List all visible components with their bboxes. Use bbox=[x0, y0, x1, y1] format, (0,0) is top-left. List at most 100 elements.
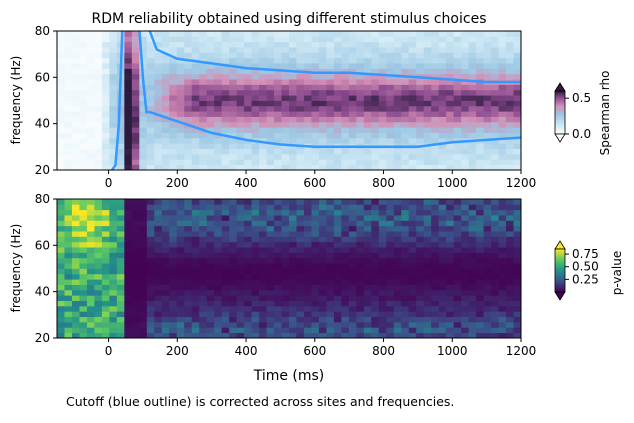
heatmap-cell bbox=[483, 57, 492, 64]
heatmap-cell bbox=[356, 332, 365, 339]
heatmap-cell bbox=[378, 295, 387, 301]
heatmap-cell bbox=[229, 143, 238, 150]
heatmap-cell bbox=[64, 247, 73, 253]
heatmap-cell bbox=[296, 257, 305, 264]
heatmap-cell bbox=[116, 263, 125, 269]
heatmap-cell bbox=[79, 41, 88, 48]
heatmap-cell bbox=[221, 95, 230, 101]
heatmap-cell bbox=[184, 332, 193, 339]
heatmap-cell bbox=[506, 100, 514, 107]
heatmap-cell bbox=[453, 247, 462, 253]
heatmap-cell bbox=[161, 52, 170, 59]
heatmap-cell bbox=[266, 36, 275, 43]
heatmap-cell bbox=[116, 159, 125, 166]
heatmap-cell bbox=[476, 332, 484, 339]
heatmap-cell bbox=[341, 63, 350, 69]
heatmap-cell bbox=[259, 220, 267, 227]
heatmap-cell bbox=[139, 105, 148, 112]
heatmap-cell bbox=[139, 204, 148, 211]
heatmap-cell bbox=[251, 236, 260, 243]
heatmap-cell bbox=[94, 279, 103, 285]
heatmap-cell bbox=[199, 236, 208, 243]
heatmap-cell bbox=[79, 204, 88, 211]
heatmap-cell bbox=[251, 95, 260, 101]
heatmap-cell bbox=[251, 268, 260, 275]
heatmap-cell bbox=[169, 63, 178, 69]
heatmap-cell bbox=[154, 332, 163, 339]
heatmap-cell bbox=[124, 159, 133, 166]
heatmap-cell bbox=[461, 84, 470, 91]
heatmap-cell bbox=[483, 231, 492, 237]
heatmap-cell bbox=[199, 73, 208, 80]
heatmap-cell bbox=[266, 111, 275, 117]
heatmap-cell bbox=[161, 95, 170, 101]
heatmap-cell bbox=[57, 311, 65, 318]
heatmap-cell bbox=[94, 137, 103, 144]
heatmap-cell bbox=[221, 41, 230, 48]
heatmap-cell bbox=[57, 116, 65, 123]
heatmap-cell bbox=[214, 215, 223, 221]
heatmap-cell bbox=[431, 236, 440, 243]
heatmap-cell bbox=[408, 137, 417, 144]
heatmap-cell bbox=[386, 247, 395, 253]
heatmap-cell bbox=[453, 121, 462, 128]
heatmap-cell bbox=[326, 327, 335, 334]
heatmap-cell bbox=[184, 127, 193, 133]
heatmap-cell bbox=[191, 289, 200, 296]
heatmap-cell bbox=[348, 137, 357, 144]
heatmap-cell bbox=[348, 100, 357, 107]
heatmap-cell bbox=[236, 268, 245, 275]
heatmap-cell bbox=[483, 284, 492, 291]
heatmap-cell bbox=[438, 121, 447, 128]
heatmap-cell bbox=[431, 311, 440, 318]
heatmap-cell bbox=[506, 332, 514, 339]
heatmap-cell bbox=[341, 68, 350, 75]
heatmap-cell bbox=[161, 100, 170, 107]
heatmap-cell bbox=[191, 252, 200, 259]
heatmap-cell bbox=[86, 127, 95, 133]
heatmap-cell bbox=[169, 159, 178, 166]
heatmap-cell bbox=[191, 84, 200, 91]
heatmap-cell bbox=[446, 132, 455, 139]
heatmap-cell bbox=[289, 220, 297, 227]
heatmap-cell bbox=[341, 231, 350, 237]
heatmap-cell bbox=[191, 215, 200, 221]
heatmap-cell bbox=[311, 73, 320, 80]
heatmap-cell bbox=[431, 36, 440, 43]
heatmap-cell bbox=[176, 257, 185, 264]
heatmap-cell bbox=[453, 231, 462, 237]
heatmap-cell bbox=[311, 116, 320, 123]
heatmap-cell bbox=[131, 199, 140, 205]
heatmap-cell bbox=[229, 279, 238, 285]
heatmap-cell bbox=[176, 311, 185, 318]
heatmap-cell bbox=[468, 252, 477, 259]
heatmap-cell bbox=[146, 284, 155, 291]
heatmap-cell bbox=[438, 79, 447, 85]
heatmap-cell bbox=[176, 148, 185, 155]
heatmap-cell bbox=[363, 199, 372, 205]
heatmap-cell bbox=[109, 316, 118, 323]
heatmap-cell bbox=[161, 204, 170, 211]
heatmap-cell bbox=[311, 332, 320, 339]
heatmap-cell bbox=[408, 284, 417, 291]
heatmap-cell bbox=[311, 263, 320, 269]
heatmap-cell bbox=[124, 220, 133, 227]
heatmap-cell bbox=[116, 199, 125, 205]
heatmap-cell bbox=[57, 73, 65, 80]
heatmap-cell bbox=[176, 247, 185, 253]
heatmap-cell bbox=[199, 225, 208, 232]
heatmap-cell bbox=[109, 199, 118, 205]
heatmap-cell bbox=[184, 52, 193, 59]
heatmap-cell bbox=[296, 209, 305, 216]
heatmap-cell bbox=[251, 47, 260, 53]
heatmap-cell bbox=[131, 279, 140, 285]
heatmap-cell bbox=[506, 284, 514, 291]
heatmap-cell bbox=[199, 159, 208, 166]
heatmap-cell bbox=[453, 84, 462, 91]
heatmap-cell bbox=[348, 231, 357, 237]
heatmap-cell bbox=[446, 159, 455, 166]
heatmap-cell bbox=[446, 316, 455, 323]
heatmap-cell bbox=[131, 41, 140, 48]
heatmap-cell bbox=[169, 143, 178, 150]
heatmap-cell bbox=[199, 295, 208, 301]
